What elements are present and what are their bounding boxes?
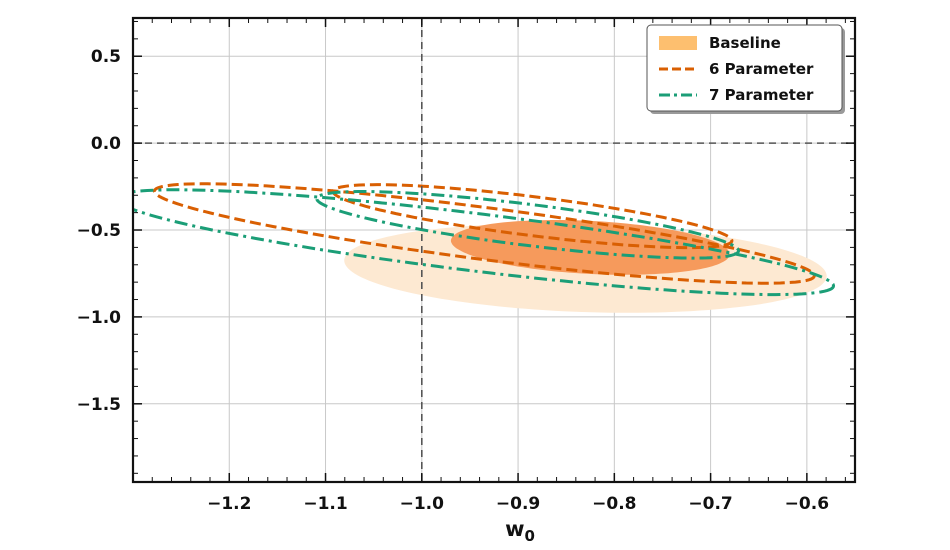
x-tick-label: −1.2 (207, 494, 251, 514)
tick-labels: −1.2 −1.1 −1.0 −0.9 −0.8 −0.7 −0.6 0.5 0.0 −0.5 −1… (77, 47, 829, 514)
x-axis-label: w0 (505, 517, 535, 545)
x-axis-label-subscript: 0 (524, 527, 534, 545)
x-axis-label-main: w (505, 517, 524, 541)
x-tick-label: −0.9 (496, 494, 540, 514)
6-parameter-contour-95pct (152, 182, 816, 285)
x-tick-label: −0.7 (688, 494, 732, 514)
y-tick-label: −1.5 (77, 395, 121, 415)
legend-label-7-parameter: 7 Parameter (709, 86, 814, 104)
ticks (133, 18, 855, 482)
y-tick-label: −1.0 (77, 308, 122, 328)
x-tick-label: −1.0 (400, 494, 445, 514)
x-tick-label: −1.1 (303, 494, 347, 514)
y-tick-label: 0.5 (91, 47, 121, 67)
legend-label-baseline: Baseline (709, 34, 781, 52)
legend-label-6-parameter: 6 Parameter (709, 60, 814, 78)
x-tick-label: −0.8 (592, 494, 636, 514)
contours (133, 182, 836, 313)
legend-swatch-baseline (659, 36, 697, 50)
6-parameter-contour-68pct (331, 183, 734, 250)
y-tick-label: −0.5 (77, 221, 121, 241)
plot-frame (131, 16, 857, 484)
y-tick-label: 0.0 (91, 134, 121, 154)
7-parameter-contour-68pct (315, 190, 741, 260)
reference-lines (133, 18, 855, 482)
7-parameter-contour-95pct (133, 188, 836, 297)
x-tick-label: −0.6 (785, 494, 829, 514)
legend: Baseline 6 Parameter 7 Parameter (646, 24, 845, 114)
